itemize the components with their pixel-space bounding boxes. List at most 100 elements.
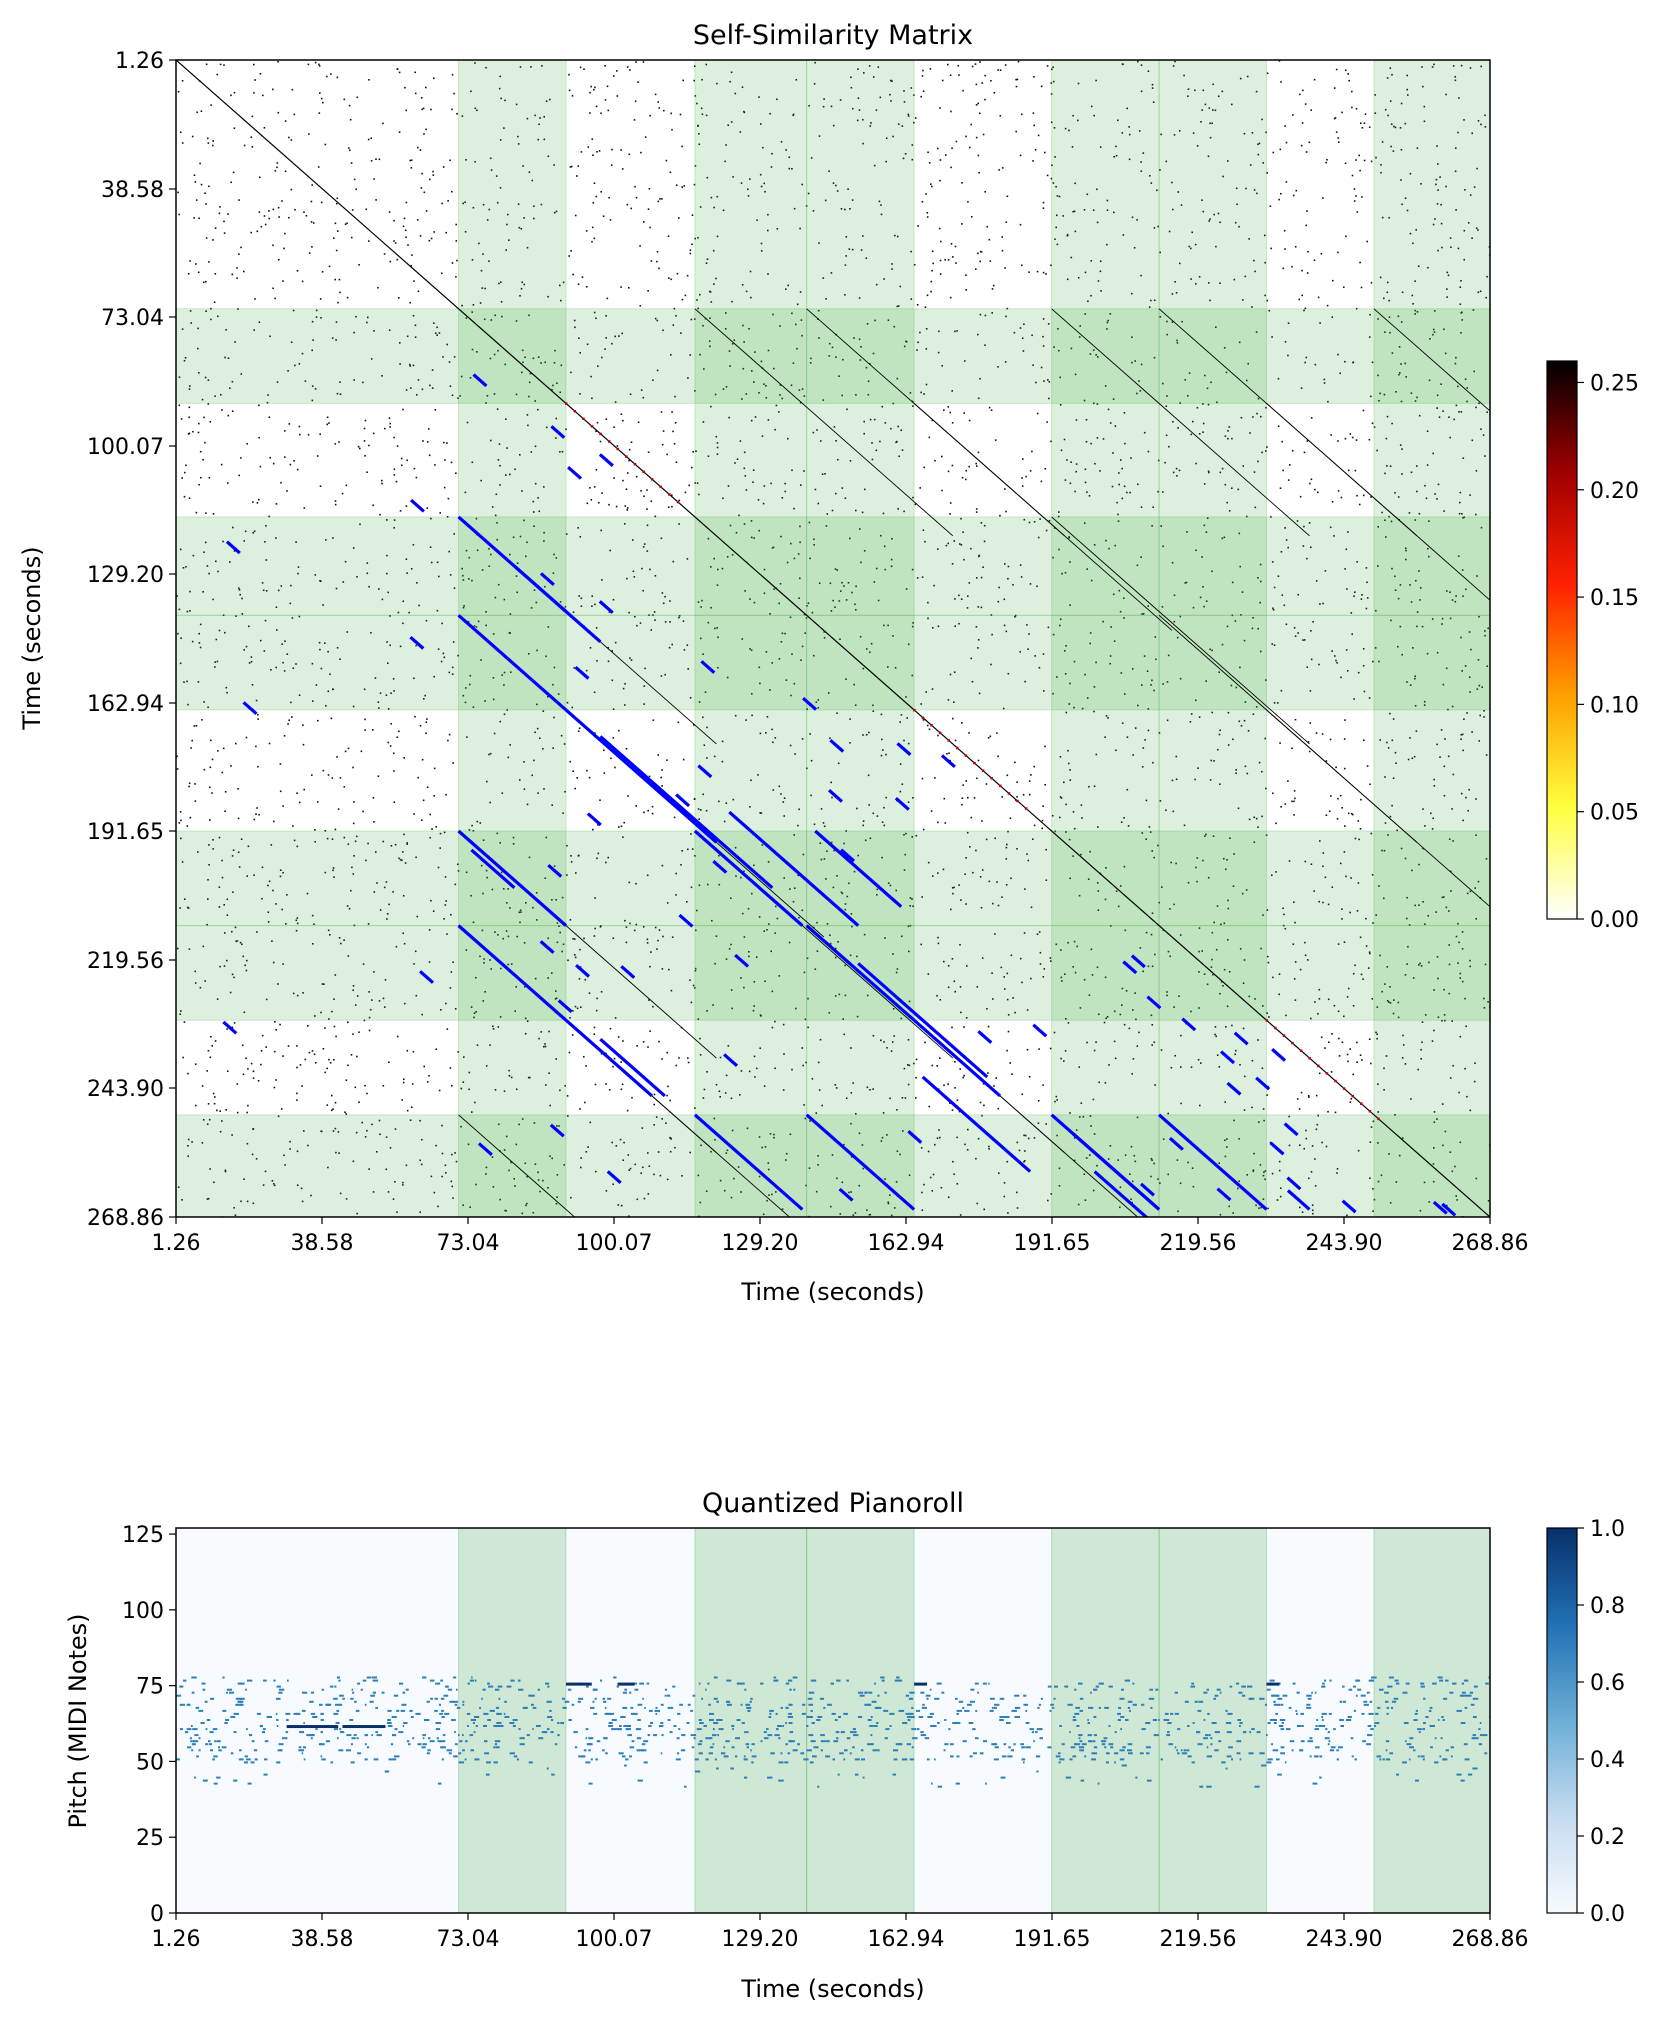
ssm-texture-dot [1341, 111, 1343, 114]
ssm-texture-dot [1251, 627, 1254, 630]
ssm-texture-dot [1372, 660, 1374, 663]
ssm-texture-dot [624, 704, 626, 706]
ssm-texture-dot [598, 150, 601, 152]
ssm-texture-dot [268, 210, 270, 212]
ssm-texture-dot [654, 93, 657, 96]
ssm-texture-dot [1097, 826, 1099, 828]
ssm-texture-dot [936, 995, 938, 997]
ssm-texture-dot [955, 262, 957, 264]
ssm-texture-dot [561, 896, 564, 899]
ssm-texture-dot [1387, 114, 1389, 117]
ssm-texture-dot [905, 832, 907, 835]
ssm-texture-dot [308, 252, 311, 254]
ssm-texture-dot [1016, 796, 1018, 798]
ssm-texture-dot [1334, 117, 1337, 119]
ssm-texture-dot [559, 284, 561, 287]
ssm-texture-dot [369, 1008, 372, 1011]
ssm-texture-dot [413, 467, 416, 470]
ssm-texture-dot [222, 540, 224, 543]
ssm-texture-dot [992, 902, 994, 905]
ssm-texture-dot [1016, 781, 1018, 783]
ssm-texture-dot [544, 1045, 547, 1048]
ssm-texture-dot [336, 756, 338, 758]
ssm-texture-dot [264, 1170, 267, 1173]
ssm-texture-dot [1393, 999, 1395, 1001]
ssm-texture-dot [192, 554, 195, 557]
ssm-texture-dot [491, 1156, 494, 1158]
ssm-texture-dot [1405, 547, 1407, 550]
ssm-texture-dot [842, 358, 844, 361]
ssm-texture-dot [428, 428, 430, 430]
ssm-texture-dot [1191, 1167, 1194, 1169]
ssm-texture-dot [534, 400, 536, 402]
ssm-texture-dot [1394, 589, 1397, 591]
ssm-texture-dot [569, 1017, 571, 1019]
ssm-texture-dot [560, 734, 563, 737]
ssm-texture-dot [1281, 594, 1284, 596]
ssm-texture-dot [1370, 496, 1372, 498]
ssm-texture-dot [396, 258, 399, 261]
ssm-texture-dot [938, 330, 940, 333]
ssm-texture-dot [507, 935, 510, 938]
ssm-texture-dot [1145, 931, 1148, 934]
ssm-texture-dot [911, 158, 914, 161]
ssm-texture-dot [1400, 400, 1403, 403]
ssm-texture-dot [1052, 80, 1055, 83]
ssm-texture-dot [931, 269, 933, 272]
ssm-texture-dot [731, 1129, 734, 1132]
ssm-texture-dot [492, 698, 495, 701]
ssm-texture-dot [930, 280, 933, 283]
ssm-texture-dot [250, 660, 253, 663]
ssm-texture-dot [1357, 671, 1360, 674]
ssm-texture-dot [248, 625, 250, 628]
ssm-texture-dot [366, 562, 369, 564]
ssm-texture-dot [547, 155, 550, 158]
ssm-texture-dot [1089, 850, 1091, 853]
ssm-texture-dot [1010, 954, 1013, 957]
ssm-texture-dot [820, 858, 823, 861]
ssm-texture-dot [571, 1034, 574, 1036]
ssm-texture-dot [492, 677, 495, 679]
ssm-texture-dot [328, 422, 330, 424]
ssm-texture-dot [1226, 501, 1228, 504]
ssm-texture-dot [388, 1061, 390, 1064]
ssm-texture-dot [318, 65, 321, 67]
ssm-texture-dot [477, 620, 480, 623]
ssm-texture-dot [612, 937, 615, 939]
ssm-texture-dot [504, 99, 506, 102]
ssm-texture-dot [1389, 465, 1392, 467]
ssm-texture-dot [1466, 892, 1469, 895]
ssm-texture-dot [288, 423, 291, 425]
ssm-texture-dot [715, 1083, 718, 1086]
ssm-texture-dot [1469, 959, 1471, 962]
ssm-texture-dot [710, 566, 712, 568]
ssm-texture-dot [1328, 810, 1331, 813]
ssm-texture-dot [1007, 1014, 1010, 1016]
ssm-texture-dot [612, 1183, 614, 1185]
ssm-texture-dot [1321, 733, 1324, 735]
ssm-texture-dot [1303, 1147, 1305, 1150]
ssm-texture-dot [521, 490, 523, 492]
ssm-texture-dot [862, 734, 864, 736]
ssm-texture-dot [1388, 1001, 1390, 1003]
ssm-texture-dot [626, 577, 628, 580]
ssm-texture-dot [984, 98, 986, 101]
ssm-texture-dot [937, 936, 939, 939]
ssm-texture-dot [943, 409, 945, 411]
ssm-texture-dot [225, 1109, 227, 1111]
ssm-texture-dot [752, 1009, 755, 1012]
ssm-texture-dot [401, 859, 403, 862]
ssm-texture-dot [1053, 346, 1055, 348]
ssm-texture-dot [735, 531, 738, 534]
ssm-texture-dot [861, 511, 864, 514]
ssm-texture-dot [510, 1161, 512, 1164]
ssm-texture-dot [348, 147, 350, 149]
ssm-texture-dot [414, 92, 417, 95]
ssm-texture-dot [719, 1056, 722, 1059]
ssm-texture-dot [753, 1055, 756, 1058]
ssm-texture-dot [1148, 306, 1151, 308]
ssm-texture-dot [330, 717, 333, 720]
ssm-texture-dot [1314, 363, 1317, 366]
ssm-texture-dot [624, 919, 626, 922]
ssm-texture-dot [1173, 620, 1176, 623]
